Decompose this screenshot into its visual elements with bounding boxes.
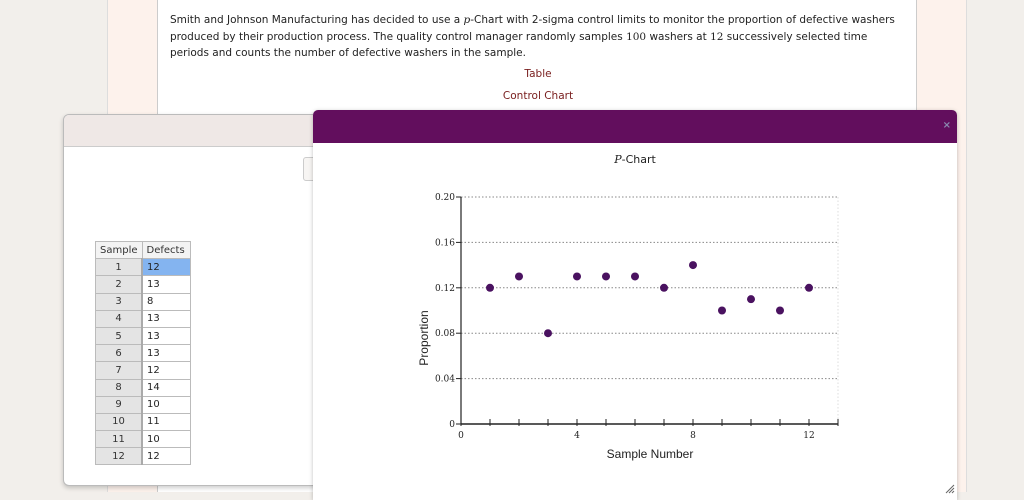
y-tick-label: 0.16 [435,238,455,248]
sample-cell: 9 [95,395,143,414]
defects-cell[interactable]: 8 [141,292,191,311]
sample-cell: 2 [95,275,143,294]
defects-cell[interactable]: 10 [141,430,191,449]
sample-cell: 5 [95,326,143,346]
sample-cell: 6 [95,344,143,363]
data-point [573,272,581,281]
table-row: 5 13 [95,326,191,346]
sample-cell: 10 [95,412,143,432]
defects-cell[interactable]: 12 [141,447,191,466]
control-chart-link[interactable]: Control Chart [502,90,574,102]
sample-cell: 4 [95,309,143,328]
defects-cell[interactable]: 14 [141,378,191,397]
defects-cell[interactable]: 10 [141,395,191,414]
data-point [689,261,697,270]
x-tick-label: 8 [690,431,696,441]
y-tick-label: 0.04 [435,375,455,385]
table-row: 8 14 [95,378,191,397]
table-window-titlebar[interactable] [64,115,324,147]
x-tick-label: 0 [458,431,464,441]
y-tick-label: 0.20 [435,193,455,203]
data-point [660,283,668,292]
defects-cell[interactable]: 13 [141,326,191,346]
y-tick-label: 0 [449,420,455,430]
data-point [602,272,610,281]
sample-cell: 8 [95,378,143,397]
defects-cell[interactable]: 13 [141,309,191,328]
y-tick-label: 0.12 [435,284,455,294]
p-chart-plot: 0 0.04 0.08 0.12 0.16 0.20 0 4 8 12 Proportion Sa… [417,193,839,461]
table-row: 1 12 [95,258,191,277]
table-row: 11 10 [95,430,191,449]
chart-title: P-Chart [614,153,656,166]
table-row: 10 11 [95,412,191,432]
header-defects: Defects [141,240,191,260]
table-row: 4 13 [95,309,191,328]
y-tick-label: 0.08 [435,329,455,339]
chart-window-titlebar[interactable]: × [313,110,957,143]
sample-cell: 11 [95,430,143,449]
sample-cell: 1 [95,258,143,277]
p-symbol: p [463,14,471,26]
defects-cell[interactable]: 13 [141,275,191,294]
x-tick-label: 12 [803,431,814,441]
defects-cell[interactable]: 12 [141,361,191,380]
table-row: 2 13 [95,275,191,294]
resize-handle-icon[interactable] [945,484,955,494]
x-tick-label: 4 [574,431,580,441]
data-point [776,306,784,315]
data-point [747,295,755,304]
defects-cell[interactable]: 13 [141,344,191,363]
data-point [805,283,813,292]
table-window: Sample Defects 1 12 2 13 3 8 4 13 5 13 6 13 7 12 8 14 9 1… [63,114,325,486]
data-point [631,272,639,281]
control-chart-window: × P-Chart 0 0.04 0.08 0.12 0.16 0.20 0 4 8 12 Pro… [313,110,957,500]
sample-cell: 12 [95,447,143,466]
y-axis-label: Proportion [417,310,431,365]
table-row: 12 12 [95,447,191,466]
table-row: 7 12 [95,361,191,380]
data-point [718,306,726,315]
table-row: 9 10 [95,395,191,414]
header-sample: Sample [95,240,143,260]
defects-cell[interactable]: 11 [141,412,191,432]
sample-cell: 3 [95,292,143,311]
sample-cell: 7 [95,361,143,380]
data-point [544,329,552,338]
close-icon[interactable]: × [942,120,951,131]
data-point [486,283,494,292]
defects-cell[interactable]: 12 [141,258,191,277]
table-link[interactable]: Table [524,68,552,80]
table-row: 6 13 [95,344,191,363]
defects-table: Sample Defects 1 12 2 13 3 8 4 13 5 13 6 13 7 12 8 14 9 1… [95,240,191,466]
x-axis-label: Sample Number [607,447,694,461]
data-point [515,272,523,281]
problem-text: Smith and Johnson Manufacturing has deci… [170,14,895,59]
